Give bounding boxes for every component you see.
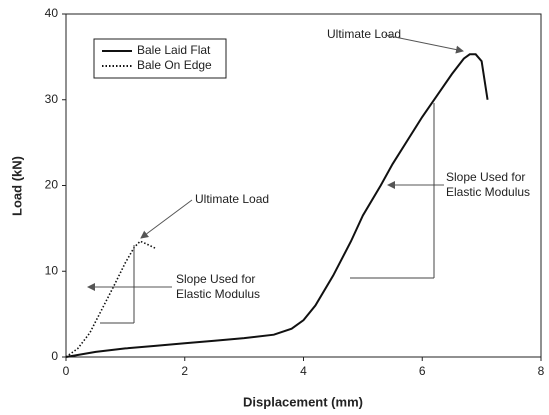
y-tick-label: 0 <box>51 349 58 363</box>
legend-label: Bale On Edge <box>137 58 212 72</box>
annotation-text: Slope Used for <box>176 272 255 286</box>
series-line <box>65 53 489 358</box>
x-tick-label: 0 <box>63 364 70 378</box>
annotation-arrow <box>384 34 464 54</box>
annotation-text: Ultimate Load <box>195 192 269 206</box>
x-tick-label: 2 <box>181 364 188 378</box>
annotation-arrow <box>140 199 193 239</box>
y-axis-label: Load (kN) <box>9 156 24 216</box>
x-tick-label: 6 <box>419 364 426 378</box>
annotation-text: Elastic Modulus <box>176 287 260 301</box>
legend-box <box>93 38 227 79</box>
annotation-text: Elastic Modulus <box>446 185 530 199</box>
y-tick-label: 40 <box>45 6 59 20</box>
y-tick-label: 10 <box>45 263 59 277</box>
x-tick-label: 4 <box>300 364 307 378</box>
y-tick-label: 20 <box>45 178 59 192</box>
x-tick-label: 8 <box>538 364 545 378</box>
x-axis-label: Displacement (mm) <box>243 394 363 409</box>
y-tick-label: 30 <box>45 92 59 106</box>
legend-label: Bale Laid Flat <box>137 43 211 57</box>
series-line <box>65 240 156 358</box>
annotation-text: Slope Used for <box>446 170 525 184</box>
annotation-text: Ultimate Load <box>327 27 401 41</box>
